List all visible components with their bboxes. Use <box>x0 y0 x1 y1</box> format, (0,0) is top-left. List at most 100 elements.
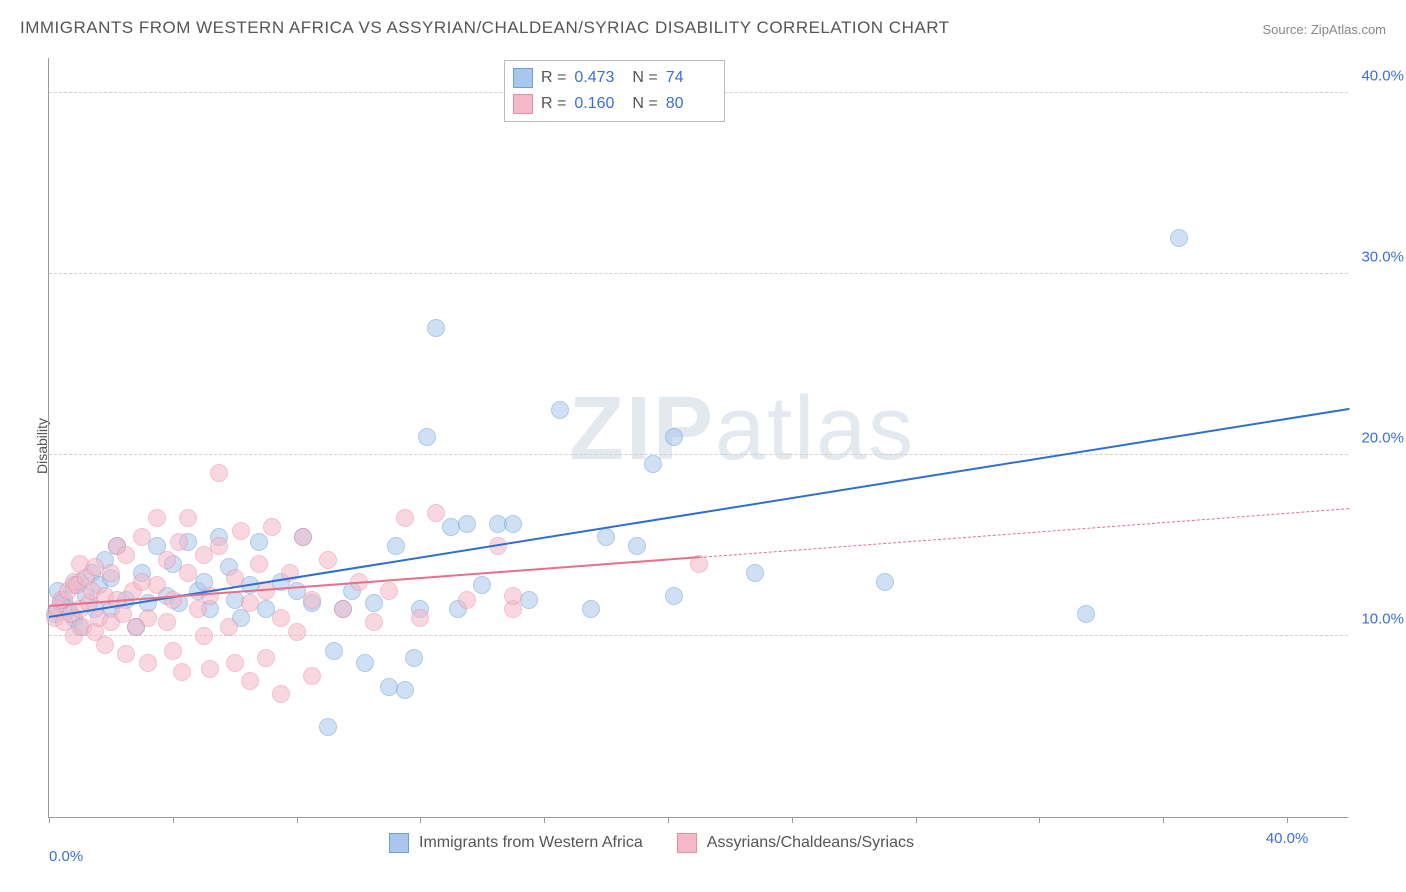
scatter-point-blue <box>427 319 445 337</box>
x-tick-label: 40.0% <box>1266 830 1309 847</box>
legend-n-prefix: N = <box>632 95 657 113</box>
trend-line-dashed <box>699 508 1349 558</box>
scatter-point-pink <box>210 537 228 555</box>
scatter-point-blue <box>597 528 615 546</box>
x-tick <box>173 817 174 823</box>
scatter-point-blue <box>1077 605 1095 623</box>
y-tick-label: 10.0% <box>1361 611 1404 628</box>
y-tick-label: 20.0% <box>1361 430 1404 447</box>
scatter-point-pink <box>164 642 182 660</box>
watermark-light: atlas <box>715 379 915 479</box>
scatter-point-pink <box>164 591 182 609</box>
scatter-point-pink <box>365 613 383 631</box>
gridline <box>49 454 1348 455</box>
scatter-point-blue <box>582 600 600 618</box>
scatter-point-pink <box>504 587 522 605</box>
scatter-point-blue <box>665 587 683 605</box>
legend-swatch <box>513 68 533 88</box>
x-tick <box>916 817 917 823</box>
x-tick <box>1039 817 1040 823</box>
scatter-point-pink <box>148 509 166 527</box>
scatter-point-pink <box>303 667 321 685</box>
scatter-point-pink <box>334 600 352 618</box>
scatter-point-blue <box>418 428 436 446</box>
scatter-point-pink <box>179 564 197 582</box>
scatter-point-pink <box>179 509 197 527</box>
scatter-point-blue <box>628 537 646 555</box>
legend-n-prefix: N = <box>632 69 657 87</box>
scatter-point-pink <box>427 504 445 522</box>
scatter-point-pink <box>210 464 228 482</box>
scatter-point-pink <box>139 609 157 627</box>
legend-n-value: 80 <box>666 95 716 113</box>
legend-swatch <box>389 833 409 853</box>
scatter-point-pink <box>272 685 290 703</box>
y-tick-label: 30.0% <box>1361 249 1404 266</box>
scatter-point-blue <box>387 537 405 555</box>
legend-r-value: 0.160 <box>574 95 624 113</box>
scatter-point-pink <box>303 591 321 609</box>
x-tick-label: 0.0% <box>49 848 83 865</box>
chart-title: IMMIGRANTS FROM WESTERN AFRICA VS ASSYRI… <box>20 18 950 38</box>
scatter-point-pink <box>220 618 238 636</box>
scatter-point-blue <box>876 573 894 591</box>
source-attribution: Source: ZipAtlas.com <box>1262 22 1386 37</box>
trend-line <box>49 408 1349 618</box>
scatter-point-pink <box>195 627 213 645</box>
x-tick <box>668 817 669 823</box>
scatter-point-blue <box>473 576 491 594</box>
x-tick <box>297 817 298 823</box>
legend-swatch <box>513 94 533 114</box>
scatter-point-pink <box>232 522 250 540</box>
x-tick <box>420 817 421 823</box>
legend-stats-box: R = 0.473N = 74R = 0.160N = 80 <box>504 60 725 122</box>
scatter-point-blue <box>458 515 476 533</box>
x-tick <box>49 817 50 823</box>
legend-stats-row-pink: R = 0.160N = 80 <box>513 91 716 117</box>
scatter-point-pink <box>102 564 120 582</box>
scatter-point-pink <box>173 663 191 681</box>
scatter-point-pink <box>133 528 151 546</box>
legend-stats-row-blue: R = 0.473N = 74 <box>513 65 716 91</box>
scatter-point-pink <box>139 654 157 672</box>
gridline <box>49 635 1348 636</box>
scatter-point-pink <box>117 645 135 663</box>
scatter-point-pink <box>396 509 414 527</box>
scatter-point-pink <box>250 555 268 573</box>
gridline <box>49 273 1348 274</box>
watermark-bold: ZIP <box>569 379 715 479</box>
scatter-point-pink <box>263 518 281 536</box>
plot-area: ZIPatlas 10.0%20.0%30.0%40.0%0.0%40.0%R … <box>48 58 1348 818</box>
scatter-point-pink <box>241 672 259 690</box>
scatter-point-pink <box>96 636 114 654</box>
scatter-point-blue <box>325 642 343 660</box>
scatter-point-blue <box>405 649 423 667</box>
legend-series: Immigrants from Western Africa Assyrians/… <box>389 833 938 853</box>
scatter-point-pink <box>319 551 337 569</box>
scatter-point-blue <box>665 428 683 446</box>
legend-r-value: 0.473 <box>574 69 624 87</box>
scatter-point-blue <box>356 654 374 672</box>
x-tick <box>544 817 545 823</box>
legend-series-label: Assyrians/Chaldeans/Syriacs <box>707 834 914 852</box>
scatter-point-pink <box>170 533 188 551</box>
scatter-point-pink <box>294 528 312 546</box>
x-tick <box>1287 817 1288 823</box>
scatter-point-pink <box>288 623 306 641</box>
scatter-point-pink <box>257 649 275 667</box>
scatter-point-pink <box>158 551 176 569</box>
legend-swatch <box>677 833 697 853</box>
scatter-point-blue <box>319 718 337 736</box>
scatter-point-blue <box>520 591 538 609</box>
x-tick <box>1163 817 1164 823</box>
legend-series-label: Immigrants from Western Africa <box>419 834 643 852</box>
scatter-point-blue <box>551 401 569 419</box>
scatter-point-pink <box>148 576 166 594</box>
scatter-point-blue <box>1170 229 1188 247</box>
scatter-point-blue <box>746 564 764 582</box>
scatter-point-blue <box>644 455 662 473</box>
scatter-point-blue <box>396 681 414 699</box>
legend-r-prefix: R = <box>541 69 566 87</box>
scatter-point-blue <box>365 594 383 612</box>
scatter-point-blue <box>504 515 522 533</box>
